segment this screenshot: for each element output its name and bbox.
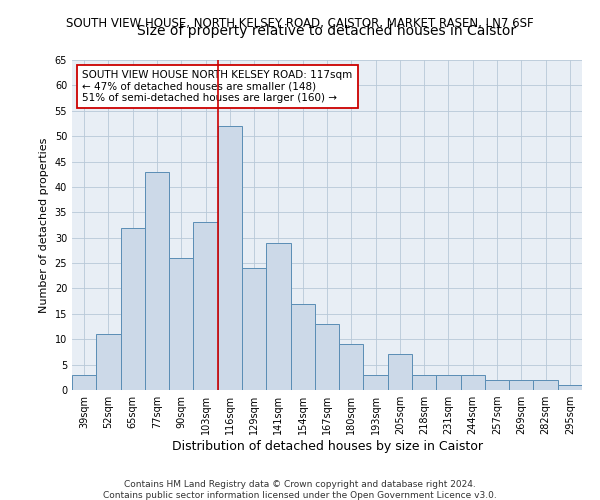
Bar bbox=[290, 304, 315, 390]
Bar bbox=[193, 222, 218, 390]
Bar bbox=[412, 375, 436, 390]
Bar bbox=[72, 375, 96, 390]
Bar bbox=[218, 126, 242, 390]
Y-axis label: Number of detached properties: Number of detached properties bbox=[39, 138, 49, 312]
Bar bbox=[436, 375, 461, 390]
Bar bbox=[485, 380, 509, 390]
X-axis label: Distribution of detached houses by size in Caistor: Distribution of detached houses by size … bbox=[172, 440, 482, 453]
Title: Size of property relative to detached houses in Caistor: Size of property relative to detached ho… bbox=[137, 24, 517, 38]
Bar bbox=[339, 344, 364, 390]
Bar bbox=[533, 380, 558, 390]
Bar bbox=[364, 375, 388, 390]
Bar bbox=[169, 258, 193, 390]
Bar bbox=[242, 268, 266, 390]
Bar bbox=[96, 334, 121, 390]
Bar bbox=[266, 243, 290, 390]
Text: Contains HM Land Registry data © Crown copyright and database right 2024.: Contains HM Land Registry data © Crown c… bbox=[124, 480, 476, 489]
Bar bbox=[121, 228, 145, 390]
Bar bbox=[558, 385, 582, 390]
Text: Contains public sector information licensed under the Open Government Licence v3: Contains public sector information licen… bbox=[103, 491, 497, 500]
Bar bbox=[461, 375, 485, 390]
Bar bbox=[509, 380, 533, 390]
Bar bbox=[315, 324, 339, 390]
Text: SOUTH VIEW HOUSE, NORTH KELSEY ROAD, CAISTOR, MARKET RASEN, LN7 6SF: SOUTH VIEW HOUSE, NORTH KELSEY ROAD, CAI… bbox=[66, 18, 534, 30]
Text: SOUTH VIEW HOUSE NORTH KELSEY ROAD: 117sqm
← 47% of detached houses are smaller : SOUTH VIEW HOUSE NORTH KELSEY ROAD: 117s… bbox=[82, 70, 352, 103]
Bar bbox=[388, 354, 412, 390]
Bar bbox=[145, 172, 169, 390]
